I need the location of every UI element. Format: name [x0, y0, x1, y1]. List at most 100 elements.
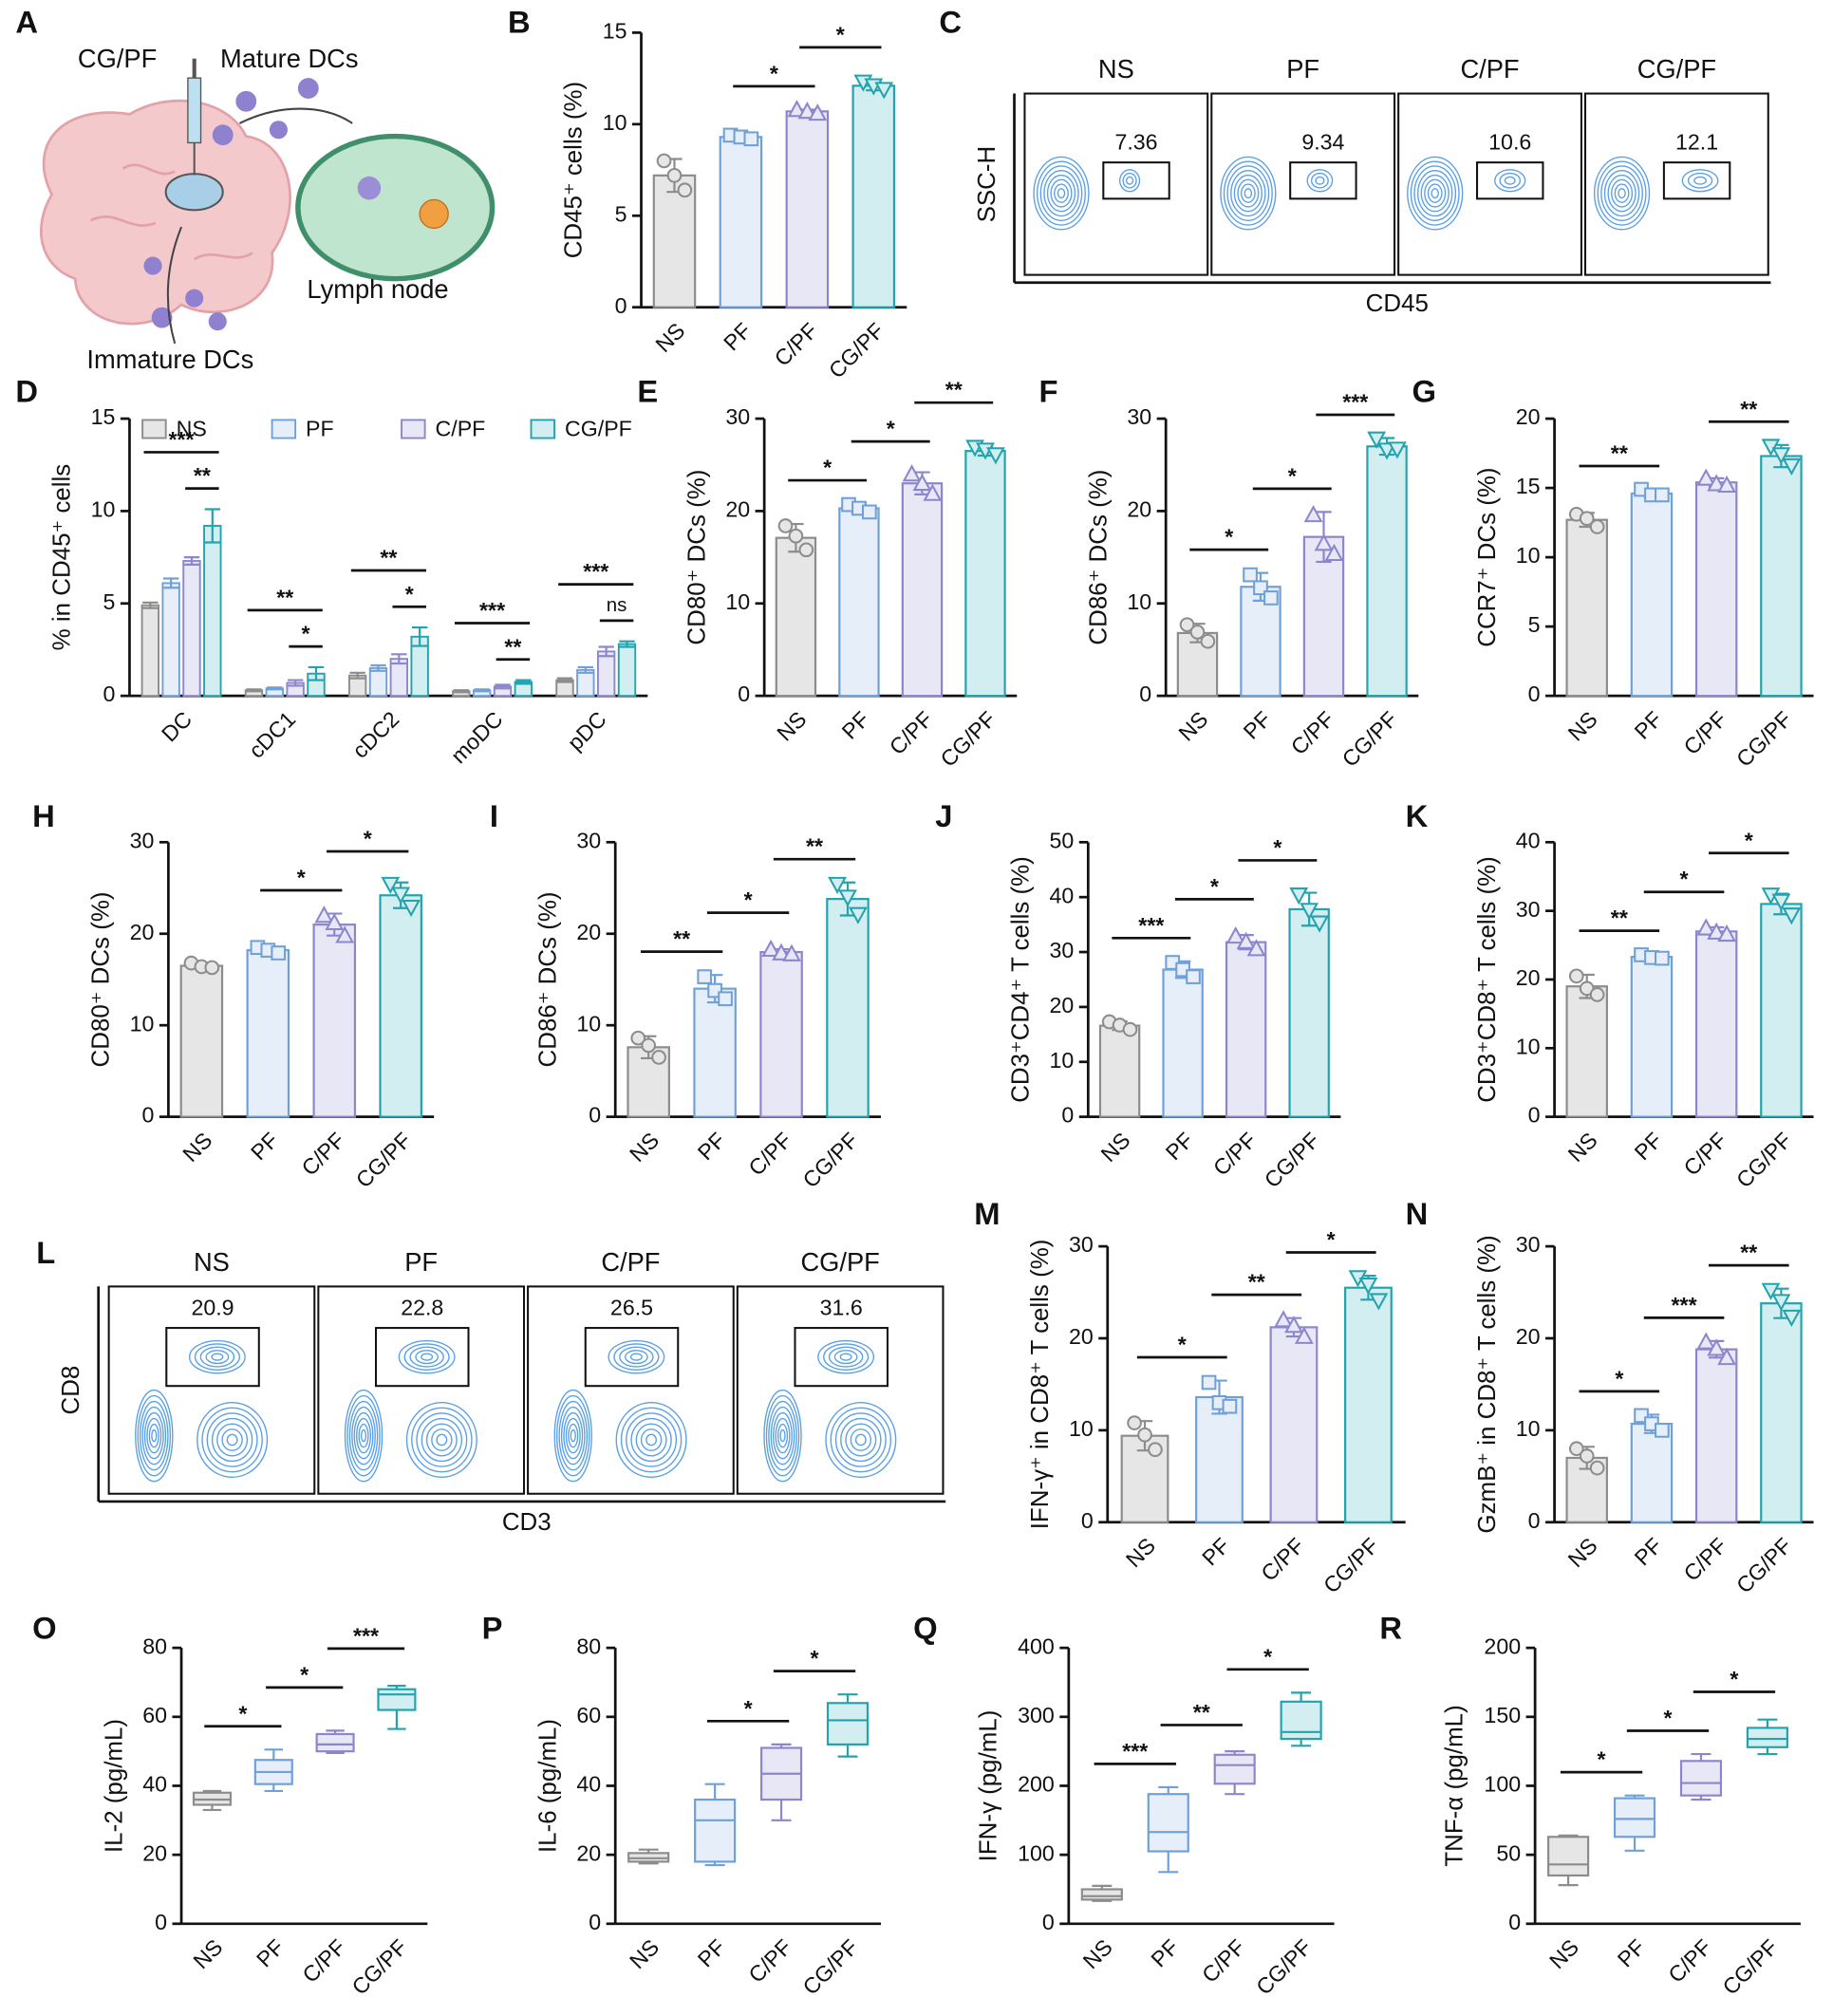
y-tick-label: 0: [1528, 1508, 1541, 1533]
x-tick-label: DC: [157, 706, 196, 746]
data-point: [697, 969, 713, 984]
significance-label: *: [1327, 1227, 1336, 1252]
bar: [1630, 1423, 1674, 1523]
data-point: [1294, 1326, 1314, 1344]
sample-title: NS: [1098, 54, 1134, 84]
x-tick-label: PF: [693, 1128, 730, 1165]
data-point: [1289, 887, 1309, 905]
contour: [411, 1407, 473, 1473]
significance-label: *: [744, 1696, 753, 1721]
box: [1679, 1760, 1723, 1797]
contour: [416, 1412, 468, 1467]
contour: [221, 1428, 243, 1451]
significance-label: *: [300, 1662, 309, 1687]
contour: [1046, 174, 1076, 213]
bar: [1760, 455, 1803, 698]
y-tick-label: 10: [1516, 1416, 1541, 1441]
x-tick-label: CG/PF: [1337, 706, 1402, 771]
panel-a-drawing: CG/PF Mature DCs Lymph node Immature DCs: [40, 44, 496, 374]
diagram-label: CG/PF: [78, 44, 157, 73]
gate: [1662, 161, 1731, 200]
x-tick-label: NS: [188, 1934, 227, 1973]
sample-title: C/PF: [601, 1247, 660, 1277]
contour: [1681, 169, 1719, 193]
data-point: [1122, 1021, 1138, 1037]
bar: [1694, 930, 1738, 1118]
bar: [312, 924, 357, 1118]
significance-label: ns: [607, 594, 627, 616]
panel-letter: D: [15, 373, 38, 408]
gate-value: 10.6: [1488, 130, 1531, 155]
contour: [425, 1423, 458, 1457]
y-tick-label: 0: [1139, 681, 1151, 706]
legend-swatch: [141, 419, 167, 439]
gate: [1102, 161, 1170, 200]
data-point: [1782, 457, 1802, 476]
contour: [553, 1389, 592, 1483]
bar: [719, 136, 763, 308]
box: [1547, 1836, 1590, 1877]
bar: [1195, 1395, 1244, 1523]
data-point: [1707, 922, 1727, 940]
gate-value: 26.5: [610, 1295, 653, 1319]
contour: [619, 1346, 654, 1368]
contour: [629, 1353, 643, 1361]
data-point: [788, 528, 804, 544]
bar: [1694, 481, 1738, 698]
data-point: [1246, 939, 1266, 957]
significance-label: *: [302, 622, 310, 646]
data-point: [1189, 625, 1206, 640]
contour: [645, 1433, 658, 1447]
y-tick-label: 80: [142, 1633, 167, 1658]
contour: [845, 1423, 877, 1457]
y-tick-label: 0: [155, 1910, 167, 1934]
x-tick-label: CG/PF: [1717, 1934, 1782, 1999]
contour: [206, 1412, 258, 1467]
x-tick-label: C/PF: [743, 1128, 796, 1181]
contour: [635, 1423, 667, 1457]
y-tick-label: 10: [91, 497, 116, 522]
y-axis-label: CD80⁺ DCs (%): [88, 891, 115, 1067]
significance-label: *: [364, 827, 372, 851]
contour: [346, 1394, 381, 1477]
panel-letter: N: [1406, 1196, 1429, 1231]
x-tick-label: PF: [1146, 1934, 1183, 1971]
y-tick-label: 20: [576, 1840, 601, 1865]
x-tick-label: C/PF: [1208, 1128, 1262, 1181]
x-tick-label: C/PF: [1256, 1533, 1309, 1586]
contour: [148, 1423, 159, 1448]
contour: [630, 1417, 672, 1463]
contour: [216, 1423, 249, 1457]
sample-title: NS: [194, 1247, 230, 1277]
contour: [770, 1406, 795, 1465]
y-tick-label: 5: [615, 201, 627, 226]
significance-label: ***: [479, 598, 505, 623]
data-point: [1589, 1460, 1605, 1476]
y-tick-label: 20: [142, 1840, 167, 1865]
contour: [421, 1353, 434, 1361]
contour: [421, 1417, 463, 1463]
legend-label: CG/PF: [565, 416, 632, 440]
box: [1280, 1700, 1322, 1741]
bar: [246, 949, 290, 1118]
gate-value: 20.9: [191, 1295, 234, 1319]
dcs: [143, 78, 319, 331]
gate: [1476, 161, 1544, 200]
data-point: [630, 1030, 646, 1046]
y-axis-label: TNF-α (pg/mL): [1442, 1705, 1468, 1866]
data-point: [1243, 567, 1258, 583]
significance-label: *: [811, 1646, 819, 1671]
x-tick-label: NS: [625, 1934, 664, 1973]
significance-label: *: [238, 1701, 247, 1726]
contour: [201, 1407, 263, 1473]
contour: [348, 1400, 379, 1471]
contour: [194, 1343, 240, 1372]
contour: [1244, 188, 1253, 199]
y-axis-label: CD86⁺ DCs (%): [534, 891, 561, 1067]
y-tick-label: 20: [725, 497, 750, 522]
box: [315, 1732, 355, 1753]
contour: [1593, 156, 1651, 231]
x-tick-label: PF: [1161, 1128, 1198, 1165]
y-tick-label: 0: [1081, 1508, 1094, 1533]
significance-label: **: [1611, 905, 1628, 930]
